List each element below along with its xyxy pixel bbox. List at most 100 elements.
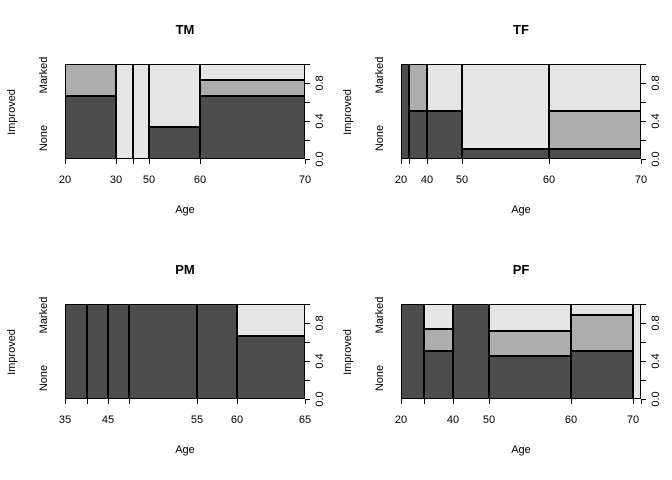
x-axis-tick	[401, 159, 402, 164]
category-label-marked: Marked	[38, 56, 50, 94]
mosaic-segment-marked	[549, 64, 641, 111]
mosaic-segment-none	[65, 304, 87, 399]
x-axis-tick	[65, 159, 66, 164]
x-axis-tick-label: 60	[230, 414, 244, 426]
mosaic-segment-some	[571, 315, 633, 351]
x-axis-tick-label: 50	[142, 174, 156, 186]
x-axis-tick	[401, 399, 402, 404]
x-axis-tick	[453, 399, 454, 404]
prob-axis-tick	[641, 140, 646, 141]
x-axis-title: Age	[511, 204, 531, 216]
x-axis-tick	[65, 399, 66, 404]
mosaic-segment-marked	[237, 304, 305, 336]
x-axis-tick-label: 20	[394, 414, 408, 426]
panel-TM: TM 20 30 50 60 70 Age 0.0 0.4 0.8 None Marked Improv…	[0, 0, 336, 240]
x-axis-tick-label: 40	[420, 174, 434, 186]
mosaic-segment-marked	[116, 64, 133, 159]
mosaic-segment-none	[108, 304, 129, 399]
prob-axis-tick-label: 0.4	[314, 353, 326, 369]
category-label-marked: Marked	[374, 56, 386, 94]
x-axis-tick	[305, 399, 306, 404]
mosaic-segment-none	[237, 336, 305, 399]
mosaic-segment-none	[571, 351, 633, 399]
panel-title: TF	[513, 22, 529, 37]
mosaic-segment-marked	[489, 304, 571, 331]
x-axis-tick-label: 30	[109, 174, 123, 186]
x-axis-tick-label: 55	[190, 414, 204, 426]
prob-axis-tick	[641, 304, 646, 305]
prob-axis-tick-label: 0.8	[314, 315, 326, 331]
x-axis-tick	[633, 399, 634, 404]
mosaic-segment-none	[87, 304, 108, 399]
x-axis-tick	[641, 399, 642, 404]
x-axis-tick-label: 60	[542, 174, 556, 186]
prob-axis-tick	[641, 83, 646, 84]
prob-axis-tick	[305, 140, 310, 141]
prob-axis-tick	[641, 361, 646, 362]
x-axis-title: Age	[511, 444, 531, 456]
x-axis-tick-label: 70	[298, 174, 312, 186]
x-axis-tick	[571, 399, 572, 404]
category-label-none: None	[38, 364, 50, 391]
x-axis-tick	[197, 399, 198, 404]
prob-axis-tick	[305, 159, 310, 160]
x-axis-tick	[237, 399, 238, 404]
prob-axis-tick	[305, 83, 310, 84]
x-axis-tick	[87, 399, 88, 404]
y-axis-title: Improved	[6, 88, 18, 135]
x-axis-tick-label: 20	[58, 174, 72, 186]
prob-axis-tick-label: 0.4	[650, 353, 662, 369]
mosaic-segment-marked	[424, 304, 453, 329]
category-label-marked: Marked	[374, 296, 386, 334]
mosaic-segment-some	[200, 80, 305, 96]
panel-PF: PF 20 40 50 60 70 Age 0.0 0.4 0.8 None Marked Improv…	[336, 240, 672, 480]
mosaic-segment-marked	[462, 64, 549, 149]
mosaic-segment-none	[427, 111, 462, 159]
prob-axis-tick	[305, 64, 310, 65]
prob-axis-tick	[305, 121, 310, 122]
mosaic-segment-some	[424, 329, 453, 351]
panel-PM: PM 35 45 55 60 65 Age 0.0 0.4 0.8 None Marked Improv…	[0, 240, 336, 480]
x-axis-tick	[200, 159, 201, 164]
x-axis-tick-label: 65	[298, 414, 312, 426]
mosaic-segment-none	[401, 64, 409, 159]
mosaic-segment-none	[549, 149, 641, 159]
prob-axis-tick	[305, 380, 310, 381]
mosaic-segment-some	[409, 64, 427, 111]
prob-axis-tick	[305, 304, 310, 305]
prob-axis-tick	[305, 323, 310, 324]
prob-axis-tick	[305, 361, 310, 362]
mosaic-segment-none	[409, 111, 427, 159]
prob-axis-tick	[641, 64, 646, 65]
x-axis-tick-label: 20	[394, 174, 408, 186]
prob-axis-tick-label: 0.8	[650, 75, 662, 91]
category-label-none: None	[374, 364, 386, 391]
x-axis-tick-label: 40	[446, 414, 460, 426]
mosaic-segment-marked	[149, 64, 200, 127]
mosaic-segment-none	[149, 127, 200, 159]
x-axis-tick	[427, 159, 428, 164]
mosaic-segment-some	[489, 331, 571, 356]
prob-axis-tick-label: 0.0	[314, 151, 326, 167]
mosaic-segment-none	[401, 304, 424, 399]
x-axis-tick-label: 60	[193, 174, 207, 186]
x-axis-tick	[489, 399, 490, 404]
prob-axis-tick	[305, 399, 310, 400]
prob-axis-tick-label: 0.4	[314, 113, 326, 129]
prob-axis-tick	[641, 121, 646, 122]
x-axis-tick-label: 45	[101, 414, 115, 426]
prob-axis-tick	[641, 380, 646, 381]
mosaic-segment-none	[424, 351, 453, 399]
mosaic-segment-marked	[427, 64, 462, 111]
prob-axis-tick-label: 0.0	[650, 391, 662, 407]
prob-axis-tick-label: 0.8	[314, 75, 326, 91]
mosaic-segment-marked	[200, 64, 305, 80]
mosaic-segment-none	[129, 304, 197, 399]
x-axis-tick-label: 35	[58, 414, 72, 426]
panel-title: PM	[175, 262, 195, 277]
panel-title: PF	[512, 262, 530, 277]
prob-axis-tick	[305, 342, 310, 343]
x-axis-tick	[149, 159, 150, 164]
plot-box	[65, 64, 305, 159]
